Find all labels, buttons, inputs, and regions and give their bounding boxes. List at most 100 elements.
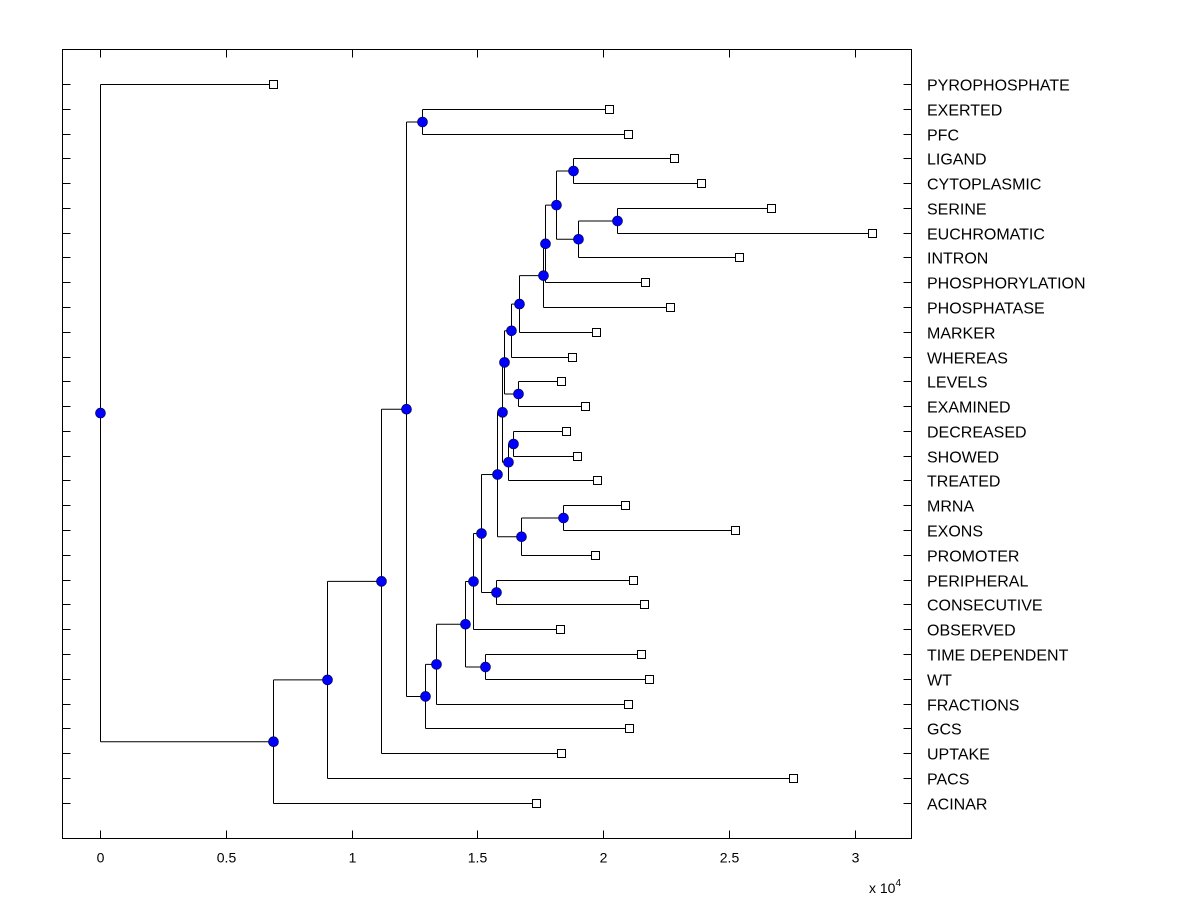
leaf-label: PERIPHERAL (927, 574, 1028, 591)
internal-node-marker (558, 512, 569, 524)
leaf-marker (731, 526, 740, 535)
x-tick-label: 0 (97, 850, 105, 866)
leaf-label: WT (927, 673, 952, 690)
leaf-label: FRACTIONS (927, 698, 1019, 715)
leaf-marker (591, 551, 600, 560)
internal-node-marker (268, 736, 279, 748)
leaf-label: SHOWED (927, 450, 999, 467)
leaf-label: TREATED (927, 474, 1000, 491)
leaf-label: PACS (927, 772, 969, 789)
internal-node-marker (516, 531, 527, 543)
leaf-marker (640, 600, 649, 609)
internal-node-marker (612, 215, 623, 227)
leaf-marker (868, 229, 877, 238)
leaf-label: WHEREAS (927, 351, 1008, 368)
internal-node-marker (480, 661, 491, 673)
leaf-label: PFC (927, 128, 959, 145)
x-tick-label: 2 (600, 850, 608, 866)
leaf-label: EXERTED (927, 103, 1002, 120)
leaf-label: OBSERVED (927, 623, 1016, 640)
leaf-label: MARKER (927, 326, 995, 343)
leaf-label: PHOSPHORYLATION (927, 276, 1086, 293)
internal-node-marker (431, 659, 442, 670)
internal-node-marker (322, 674, 333, 686)
leaf-marker (666, 303, 675, 312)
x-tick-label: 0.5 (217, 850, 237, 866)
internal-node-marker (538, 270, 549, 281)
leaf-label: TIME DEPENDENT (927, 648, 1069, 665)
leaf-labels: PYROPHOSPHATE EXERTED PFC LIGAND CYTOPLASMIC… (927, 78, 1086, 814)
leaf-marker (625, 724, 634, 733)
plot-frame (62, 49, 912, 839)
leaf-marker (532, 799, 541, 808)
internal-node-marker (513, 388, 524, 400)
leaf-label: DECREASED (927, 425, 1027, 442)
leaf-marker (789, 774, 798, 783)
internal-node-marker (508, 438, 519, 450)
leaf-marker (670, 154, 679, 163)
x-tick-label: 1 (349, 850, 357, 866)
leaf-label: PHOSPHATASE (927, 301, 1045, 318)
internal-node-marker (376, 576, 387, 587)
leaf-marker (605, 105, 614, 114)
leaf-label: SERINE (927, 202, 987, 219)
dendrogram-nodes (95, 80, 877, 808)
leaf-label: EUCHROMATIC (927, 227, 1045, 244)
leaf-marker (624, 130, 633, 139)
leaf-marker (573, 452, 582, 461)
leaf-label: PYROPHOSPHATE (927, 78, 1070, 95)
internal-node-marker (497, 407, 508, 418)
internal-node-marker (499, 357, 510, 368)
leaf-label: EXAMINED (927, 400, 1011, 417)
internal-node-marker (460, 618, 471, 630)
leaf-marker (645, 675, 654, 684)
leaf-marker (697, 179, 706, 188)
leaf-marker (629, 576, 638, 585)
leaf-marker (593, 476, 602, 485)
x-exponent: 4 (895, 878, 901, 889)
leaf-marker (568, 353, 577, 362)
leaf-label: EXONS (927, 524, 983, 541)
internal-node-marker (476, 528, 487, 539)
leaf-label: CYTOPLASMIC (927, 177, 1041, 194)
x-tick-label: 2.5 (720, 850, 740, 866)
internal-node-marker (401, 403, 412, 415)
internal-node-marker (95, 407, 106, 419)
leaf-label: MRNA (927, 499, 974, 516)
internal-node-marker (417, 116, 428, 128)
internal-node-marker (551, 199, 562, 211)
leaf-marker (767, 204, 776, 213)
internal-node-marker (492, 469, 503, 480)
leaf-marker (592, 328, 601, 337)
leaf-marker (556, 625, 565, 634)
leaf-label: LEVELS (927, 375, 987, 392)
internal-node-marker (540, 238, 551, 250)
x-tick-label: 1.5 (468, 850, 488, 866)
leaf-label: PROMOTER (927, 549, 1019, 566)
internal-node-marker (568, 165, 579, 177)
leaf-marker (557, 377, 566, 386)
axis-ticks: 0 0.5 1 1.5 2 2.5 3 (62, 49, 912, 866)
leaf-marker (621, 501, 630, 510)
leaf-marker (735, 253, 744, 262)
x-exponent-label: x 104 (869, 878, 901, 896)
leaf-marker (641, 278, 650, 287)
leaf-label: ACINAR (927, 797, 987, 814)
leaf-marker (624, 700, 633, 709)
leaf-marker (269, 80, 278, 89)
leaf-label: INTRON (927, 251, 988, 268)
leaf-marker (581, 402, 590, 411)
internal-node-marker (506, 325, 517, 337)
leaf-marker (637, 650, 646, 659)
internal-node-marker (491, 587, 502, 598)
leaf-label: UPTAKE (927, 747, 990, 764)
internal-node-marker (514, 298, 525, 310)
leaf-marker (557, 749, 566, 758)
leaf-marker (562, 427, 571, 436)
leaf-label: LIGAND (927, 152, 987, 169)
internal-node-marker (503, 456, 514, 468)
x-tick-label: 3 (852, 850, 860, 866)
leaf-label: GCS (927, 722, 962, 739)
internal-node-marker (420, 691, 431, 702)
